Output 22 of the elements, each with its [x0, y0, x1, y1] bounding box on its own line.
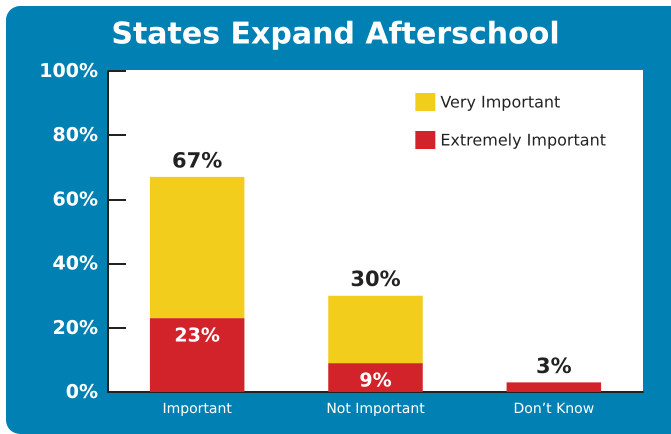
total-label: 30%	[350, 267, 401, 292]
y-tick-label: 100%	[39, 60, 98, 82]
bar	[328, 296, 423, 364]
y-tick-label: 60%	[52, 188, 98, 210]
bar	[328, 363, 423, 392]
x-tick-label: Important	[162, 401, 232, 417]
y-tick-label: 40%	[52, 252, 98, 275]
total-label: 3%	[536, 354, 572, 378]
y-tick-label: 80%	[52, 124, 98, 146]
x-tick-label: Don’t Know	[513, 401, 594, 417]
total-label: 67%	[172, 148, 222, 172]
data-label: 9%	[359, 370, 392, 392]
data-label: 23%	[174, 324, 220, 347]
x-tick-label: Not Important	[326, 401, 426, 417]
legend-label: Extremely Important	[440, 130, 606, 150]
bar	[506, 382, 602, 392]
legend-label: Very Important	[440, 92, 560, 112]
chart-title: States Expand Afterschool	[111, 16, 560, 52]
bar	[150, 176, 244, 318]
bar	[150, 318, 244, 392]
y-tick-label: 20%	[52, 316, 98, 339]
y-tick-label: 0%	[66, 381, 98, 403]
